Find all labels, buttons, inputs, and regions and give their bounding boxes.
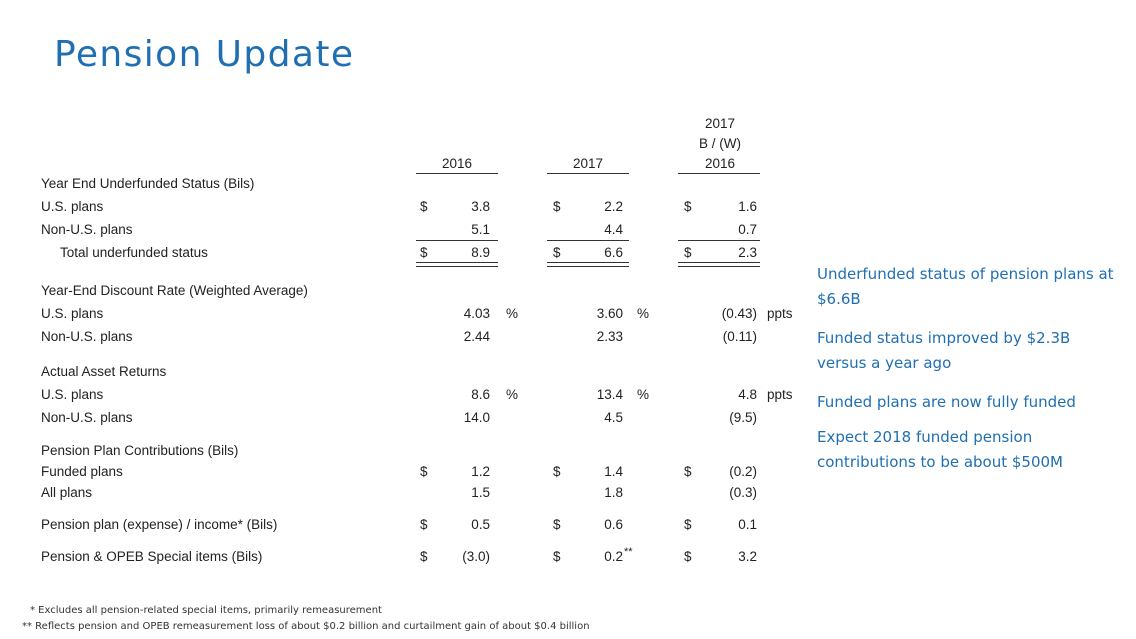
header-2017: 2017 (572, 156, 604, 171)
opeb-special-value-2016: (3.0) (462, 549, 490, 564)
expense-income-label: Pension plan (expense) / income* (Bils) (41, 517, 278, 532)
total-double-line-bw (678, 262, 760, 267)
us-returns-value-2016: 8.6 (471, 387, 490, 402)
key-point: Funded status improved by $2.3B versus a… (817, 329, 1071, 372)
opeb-special-dollar-2017: $ (553, 549, 561, 564)
us-discount-value-bw: (0.43) (721, 306, 757, 321)
expense-income-value-2016: 0.5 (471, 517, 490, 532)
nonus-returns-value-2016: 14.0 (463, 410, 490, 425)
us-discount-value-2017: 3.60 (596, 306, 623, 321)
us-underfunded-dollar-2017: $ (553, 199, 561, 214)
total-underfunded-dollar-bw: $ (684, 245, 692, 260)
footnote-1: * Excludes all pension-related special i… (30, 605, 382, 616)
us-returns-value-2017: 13.4 (596, 387, 623, 402)
funded-contrib-dollar-bw: $ (684, 464, 692, 479)
subtotal-line-2016 (416, 240, 498, 241)
us-underfunded-value-bw: 1.6 (738, 199, 757, 214)
expense-income-dollar-bw: $ (684, 517, 692, 532)
funded-contrib-value-2016: 1.2 (471, 464, 490, 479)
all-contrib-label: All plans (41, 485, 93, 500)
header-underline-2017 (547, 173, 629, 174)
subtotal-line-2017 (547, 240, 629, 241)
sec-underfunded-label: Year End Underfunded Status (Bils) (41, 176, 255, 191)
us-discount-value-2016: 4.03 (463, 306, 490, 321)
expense-income-dollar-2016: $ (420, 517, 428, 532)
key-point: Expect 2018 funded pension contributions… (817, 428, 1063, 471)
us-returns-label: U.S. plans (41, 387, 104, 402)
us-underfunded-dollar-bw: $ (684, 199, 692, 214)
total-underfunded-dollar-2016: $ (420, 245, 428, 260)
pension-table: 2017 B / (W) 2016 2016 2017 Year End Und… (41, 116, 793, 564)
nonus-discount-label: Non-U.S. plans (41, 329, 133, 344)
page-title: Pension Update (54, 34, 355, 75)
all-contrib-value-2017: 1.8 (604, 485, 623, 500)
total-double-line-2016 (416, 262, 498, 267)
opeb-special-value-2017: 0.2 (604, 549, 623, 564)
us-returns-unit-bw: ppts (767, 387, 793, 402)
header-bw-line1: 2017 (704, 116, 736, 131)
us-discount-unit-2016: % (506, 306, 519, 321)
sec-returns-label: Actual Asset Returns (41, 364, 167, 379)
total-underfunded-value-2017: 6.6 (604, 245, 623, 260)
nonus-discount-value-bw: (0.11) (722, 329, 757, 344)
us-underfunded-dollar-2016: $ (420, 199, 428, 214)
opeb-special-dollar-bw: $ (684, 549, 692, 564)
expense-income-dollar-2017: $ (553, 517, 561, 532)
total-underfunded-value-2016: 8.9 (471, 245, 490, 260)
key-points: Underfunded status of pension plans at $… (817, 262, 1117, 489)
nonus-returns-value-bw: (9.5) (729, 410, 757, 425)
sec-contrib-label: Pension Plan Contributions (Bils) (41, 443, 239, 458)
nonus-underfunded-value-2016: 5.1 (471, 222, 490, 237)
total-double-line-2017 (547, 262, 629, 267)
us-returns-unit-2016: % (506, 387, 519, 402)
us-discount-unit-bw: ppts (767, 306, 793, 321)
nonus-returns-label: Non-U.S. plans (41, 410, 133, 425)
all-contrib-value-2016: 1.5 (471, 485, 490, 500)
total-underfunded-dollar-2017: $ (553, 245, 561, 260)
key-point: Funded plans are now fully funded (817, 393, 1076, 411)
funded-contrib-label: Funded plans (41, 464, 123, 479)
total-underfunded-value-bw: 2.3 (738, 245, 757, 260)
us-discount-label: U.S. plans (41, 306, 104, 321)
funded-contrib-dollar-2017: $ (553, 464, 561, 479)
nonus-underfunded-value-bw: 0.7 (738, 222, 757, 237)
key-point: Underfunded status of pension plans at $… (817, 265, 1114, 308)
opeb-special-dollar-2016: $ (420, 549, 428, 564)
total-underfunded-label: Total underfunded status (60, 245, 208, 260)
nonus-underfunded-label: Non-U.S. plans (41, 222, 133, 237)
header-bw-line2: B / (W) (699, 136, 741, 151)
header-2016: 2016 (441, 156, 473, 171)
header-underline-bw (678, 173, 760, 174)
us-returns-unit-2017: % (637, 387, 650, 402)
expense-income-value-bw: 0.1 (738, 517, 757, 532)
us-discount-unit-2017: % (637, 306, 650, 321)
all-contrib-value-bw: (0.3) (729, 485, 757, 500)
nonus-discount-value-2017: 2.33 (596, 329, 623, 344)
us-returns-value-bw: 4.8 (738, 387, 757, 402)
expense-income-value-2017: 0.6 (604, 517, 623, 532)
us-underfunded-value-2017: 2.2 (604, 199, 623, 214)
subtotal-line-bw (678, 240, 760, 241)
opeb-special-label: Pension & OPEB Special items (Bils) (41, 549, 263, 564)
opeb-special-unit-2017: ** (624, 546, 633, 558)
funded-contrib-value-bw: (0.2) (729, 464, 757, 479)
header-bw-line3: 2016 (704, 156, 736, 171)
header-underline-2016 (416, 173, 498, 174)
nonus-discount-value-2016: 2.44 (463, 329, 490, 344)
us-underfunded-value-2016: 3.8 (471, 199, 490, 214)
sec-discount-label: Year-End Discount Rate (Weighted Average… (41, 283, 308, 298)
nonus-returns-value-2017: 4.5 (604, 410, 623, 425)
funded-contrib-value-2017: 1.4 (604, 464, 623, 479)
opeb-special-value-bw: 3.2 (738, 549, 757, 564)
footnote-2: ** Reflects pension and OPEB remeasureme… (22, 621, 590, 632)
funded-contrib-dollar-2016: $ (420, 464, 428, 479)
us-underfunded-label: U.S. plans (41, 199, 104, 214)
nonus-underfunded-value-2017: 4.4 (604, 222, 623, 237)
